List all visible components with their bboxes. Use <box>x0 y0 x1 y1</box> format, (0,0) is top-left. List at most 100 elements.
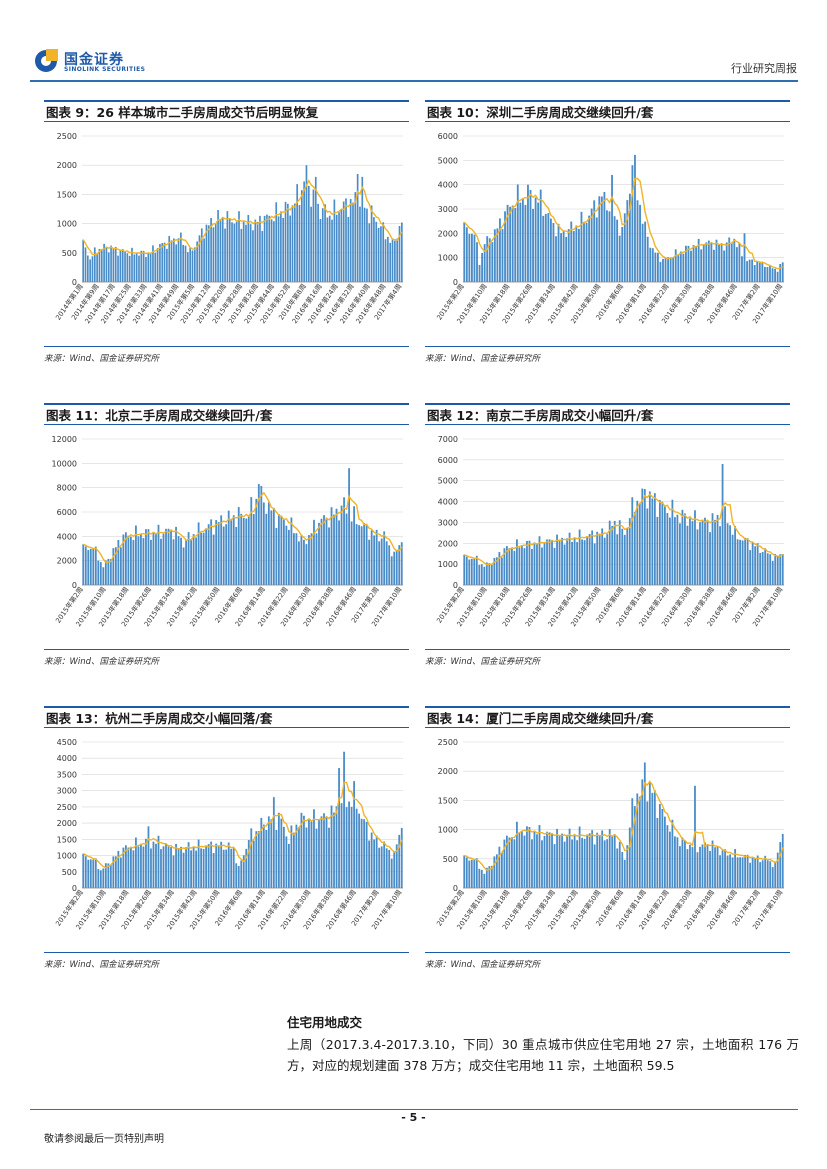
y-tick-label: 2500 <box>438 738 458 747</box>
bar <box>363 523 366 585</box>
bar <box>232 848 235 888</box>
y-tick-label: 2000 <box>438 539 458 548</box>
bar <box>200 532 203 585</box>
y-tick-label: 12000 <box>52 435 77 444</box>
bar <box>348 468 350 585</box>
bar <box>310 206 312 282</box>
bar <box>644 221 647 282</box>
bar <box>82 853 85 888</box>
bar <box>463 554 466 585</box>
bar <box>228 217 231 282</box>
bar <box>290 517 293 585</box>
y-tick-label: 1000 <box>438 560 458 569</box>
bar <box>470 558 473 585</box>
bar <box>495 854 498 888</box>
bar <box>710 243 713 282</box>
bar <box>769 554 772 585</box>
bar <box>300 190 303 282</box>
y-tick-label: 500 <box>443 855 458 864</box>
bar <box>724 506 726 585</box>
bar <box>473 859 476 888</box>
bar <box>249 224 252 282</box>
bar <box>493 229 496 282</box>
bar <box>651 498 654 585</box>
bar <box>463 855 466 888</box>
bar <box>538 825 541 888</box>
bar <box>588 833 591 888</box>
bar <box>262 502 265 585</box>
bar <box>729 525 731 585</box>
bar <box>250 497 253 585</box>
bar <box>220 841 223 888</box>
bar <box>759 552 762 585</box>
bar <box>110 245 112 282</box>
bar <box>200 228 203 282</box>
bar <box>145 838 147 888</box>
bar <box>87 550 90 585</box>
bar <box>506 204 509 282</box>
bar <box>646 801 649 888</box>
bar <box>370 832 373 888</box>
bar <box>215 843 218 888</box>
bar <box>255 498 258 585</box>
bar <box>193 247 196 282</box>
bar <box>177 536 180 585</box>
bar <box>658 803 661 888</box>
bar <box>731 534 734 585</box>
bar <box>543 835 546 888</box>
bar <box>595 217 598 282</box>
bar <box>133 254 136 282</box>
bar <box>490 865 493 888</box>
y-tick-label: 0 <box>453 278 458 287</box>
bar <box>196 241 198 282</box>
bar <box>114 856 117 888</box>
bar <box>293 533 295 585</box>
bar <box>293 832 295 888</box>
bar <box>366 208 368 282</box>
bar <box>323 515 325 585</box>
bar <box>160 849 162 888</box>
bar <box>689 844 691 888</box>
bar <box>117 255 119 282</box>
bar <box>681 837 684 888</box>
bar <box>735 247 738 282</box>
bar <box>380 538 383 585</box>
bar <box>623 213 626 282</box>
bar <box>252 840 255 888</box>
bar <box>175 244 178 282</box>
bar <box>295 533 298 585</box>
bar <box>300 812 303 888</box>
bar <box>99 562 102 585</box>
bar <box>483 244 486 282</box>
bar <box>92 859 95 888</box>
bar <box>373 535 376 585</box>
bar <box>763 266 766 282</box>
bar <box>598 533 601 585</box>
bar <box>157 835 160 888</box>
bar <box>265 829 268 888</box>
chart-frame: 0 2000 4000 6000 8000 10000 12000 2015年第2周 2015年… <box>44 425 409 650</box>
bar <box>646 236 649 282</box>
bar <box>182 244 185 282</box>
bar <box>511 205 514 282</box>
bar <box>558 835 561 888</box>
bar <box>227 842 230 888</box>
bar <box>728 237 731 282</box>
bar <box>509 206 512 282</box>
bar <box>330 805 333 888</box>
bar <box>516 821 518 888</box>
section-title: 住宅用地成交 <box>287 1015 363 1030</box>
bar <box>463 222 466 282</box>
bar <box>621 227 624 282</box>
bar <box>741 857 744 888</box>
bar <box>496 228 499 282</box>
bar <box>119 547 122 585</box>
bar <box>684 840 686 888</box>
bar <box>345 198 347 282</box>
bar <box>185 847 187 888</box>
bar <box>766 860 769 888</box>
bar <box>277 514 280 585</box>
bar <box>697 238 700 282</box>
report-type: 行业研究周报 <box>731 62 797 75</box>
bar <box>257 484 260 585</box>
